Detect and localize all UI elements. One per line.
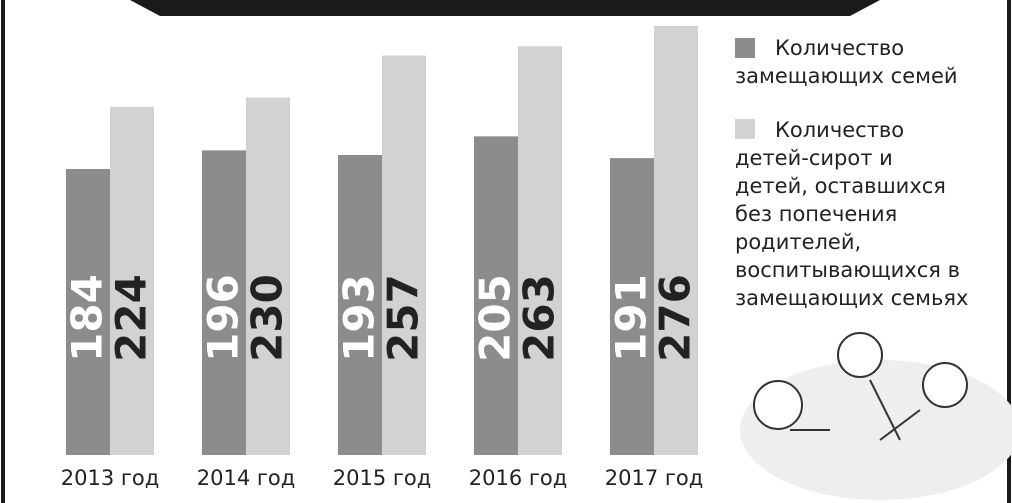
value-label: 224 (107, 274, 156, 362)
value-label: 205 (471, 274, 520, 362)
x-tick-label: 2014 год (197, 466, 296, 490)
x-tick-label: 2013 год (61, 466, 160, 490)
x-tick-label: 2015 год (333, 466, 432, 490)
x-tick-label: 2017 год (605, 466, 704, 490)
illustration (740, 333, 1012, 500)
value-label: 196 (199, 274, 248, 362)
legend-label: Количество замещающих семей (735, 34, 985, 90)
bar (518, 46, 562, 455)
value-label: 230 (243, 274, 292, 362)
value-label: 184 (63, 274, 112, 362)
bar (654, 26, 698, 455)
value-label: 257 (379, 274, 428, 362)
page: 2013 год1842242014 год1962302015 год1932… (0, 0, 1012, 503)
value-label: 193 (335, 274, 384, 362)
value-label: 191 (607, 274, 656, 362)
x-tick-label: 2016 год (469, 466, 568, 490)
value-label: 263 (515, 274, 564, 362)
header-banner (130, 0, 880, 16)
legend-label: Количество детей-сирот и детей, оставших… (735, 116, 970, 312)
value-label: 276 (651, 274, 700, 362)
bar (382, 56, 426, 455)
